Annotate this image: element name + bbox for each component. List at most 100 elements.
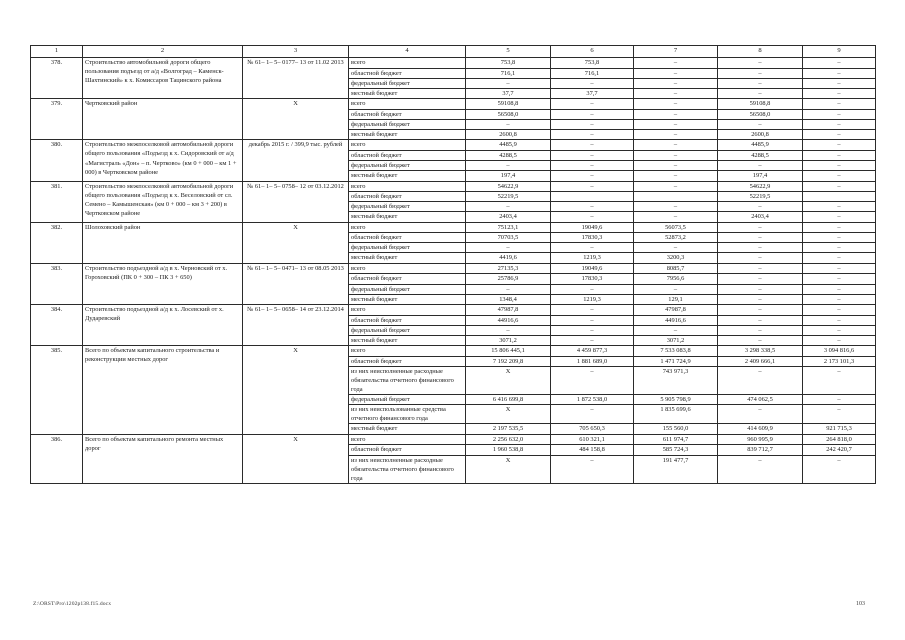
value-col-8: 59108,8 — [718, 99, 802, 110]
value-col-6: 753,8 — [551, 58, 633, 69]
value-col-9: – — [803, 394, 875, 406]
value-col-5-group: 75123,1 70703,5–4419,6 — [465, 221, 551, 264]
value-col-6: – — [551, 201, 633, 213]
value-col-6: – — [551, 150, 633, 161]
value-col-8-group: 59108,8 56508,0–2600,8 — [717, 98, 803, 141]
row-document-ref: X — [242, 98, 349, 141]
value-col-8: – — [718, 78, 802, 89]
budget-level-label: из них неиспользованные средства отчетно… — [349, 404, 465, 425]
value-col-5-group: 47987,8 44916,6–3071,2 — [465, 304, 551, 347]
value-col-5: 25786,9 — [466, 273, 550, 285]
value-col-5: 37,7 — [502, 89, 514, 97]
table-row: 378. Строительство автомобильной дороги о… — [30, 56, 876, 100]
value-col-6: – — [551, 284, 633, 295]
value-col-7: – — [634, 242, 717, 254]
value-col-6: – — [551, 182, 633, 193]
value-col-9: – — [803, 242, 875, 254]
row-document-ref: № 61– 1– 5– 0658– 14 от 23.12.2014 — [242, 304, 349, 347]
budget-level-label-group: всего областной бюджет федеральный бюджет м… — [348, 304, 466, 347]
value-col-7: – — [634, 78, 717, 89]
budget-level-label: местный бюджет — [351, 425, 398, 433]
column-header-1: 1 — [30, 45, 83, 58]
value-col-5: 2600,8 — [499, 130, 517, 138]
value-col-6: – — [551, 99, 633, 110]
budget-level-label: федеральный бюджет — [349, 325, 465, 336]
value-col-6-group: 610 321,1 484 158,8– — [550, 433, 634, 485]
value-col-8: 197,4 — [752, 172, 768, 180]
budget-level-label: местный бюджет — [351, 295, 398, 303]
budget-level-label: федеральный бюджет — [349, 242, 465, 254]
value-col-5: 2 256 632,0 — [466, 435, 550, 446]
value-col-5-group: 27135,3 25786,9–1348,4 — [465, 262, 551, 306]
value-col-5: 15 806 445,1 — [466, 346, 550, 357]
value-col-6: 705 650,3 — [579, 425, 605, 432]
budget-level-label: всего — [349, 140, 465, 151]
value-col-5: – — [466, 78, 550, 89]
row-number: 382. — [30, 221, 83, 264]
column-header-4: 4 — [348, 45, 466, 58]
value-col-8: – — [718, 119, 802, 130]
budget-level-label: федеральный бюджет — [349, 201, 465, 213]
value-col-5-group: 54622,9 52219,5–2403,4 — [465, 180, 551, 223]
value-col-7: – — [634, 68, 717, 79]
value-col-8: – — [718, 58, 802, 69]
value-col-9: – — [837, 213, 841, 221]
budget-level-label: из них неисполненные расходные обязатель… — [351, 456, 454, 482]
row-number: 384. — [30, 304, 83, 347]
value-col-9: – — [837, 172, 841, 180]
value-col-6 — [551, 191, 633, 203]
value-col-8: 56508,0 — [718, 109, 802, 120]
footer-file-path: Z:\ORST\Pro\1202p138.f15.docx — [33, 601, 112, 607]
value-col-5-group: 4485,9 4288,5–197,4 — [465, 139, 551, 182]
value-col-6: – — [551, 140, 633, 151]
row-document-ref: № 61– 1– 5– 0758– 12 от 03.12.2012 — [242, 180, 349, 223]
value-col-9: 264 818,0 — [803, 435, 875, 446]
budget-level-label: областной бюджет — [349, 109, 465, 120]
value-col-9-group: – – – — [802, 180, 876, 223]
value-col-9: – — [837, 336, 841, 344]
row-object-name: Строительство подъездной а/д к х. Лосевс… — [82, 304, 243, 347]
row-document-ref: декабрь 2015 г. / 399,9 тыс. рублей — [242, 139, 349, 182]
value-col-8-group: – – – – — [717, 304, 803, 347]
value-col-8: – — [718, 315, 802, 326]
value-col-5: 4485,9 — [466, 140, 550, 151]
value-col-8: – — [718, 284, 802, 295]
row-document-ref: X — [242, 221, 349, 264]
value-col-9: – — [803, 109, 875, 120]
value-col-8: – — [758, 295, 762, 303]
value-col-8: 2 409 666,1 — [718, 356, 802, 367]
value-col-5-group: 753,8 716,1–37,7 — [465, 56, 551, 100]
value-col-7: 743 971,3 — [634, 366, 717, 395]
budget-level-label: всего — [349, 58, 465, 69]
row-document-ref: X — [242, 433, 349, 485]
value-col-7-group: – – – – — [633, 56, 718, 100]
row-document-ref: № 61– 1– 5– 0177– 13 от 11.02 2013 — [242, 56, 349, 100]
budget-level-label: всего — [349, 182, 465, 193]
table-row: 384. Строительство подъездной а/д к х. Ло… — [30, 304, 876, 347]
value-col-9: – — [803, 264, 875, 275]
value-col-7: – — [634, 140, 717, 151]
value-col-8: – — [718, 366, 802, 395]
value-col-7: 7956,6 — [634, 273, 717, 285]
value-col-5: X — [466, 404, 550, 424]
value-col-8: – — [758, 336, 762, 344]
budget-level-label: областной бюджет — [349, 273, 465, 285]
budget-level-label: областной бюджет — [349, 150, 465, 161]
budget-level-label: областной бюджет — [349, 315, 465, 326]
value-col-8: 54622,9 — [718, 182, 802, 193]
value-col-8: 2403,4 — [751, 213, 769, 221]
value-col-6: – — [551, 160, 633, 172]
budget-level-label: всего — [349, 264, 465, 275]
value-col-6: 19049,6 — [551, 223, 633, 234]
value-col-6: 17830,3 — [551, 232, 633, 244]
row-number: 379. — [30, 98, 83, 141]
row-number: 378. — [30, 56, 83, 100]
value-col-8: 4485,9 — [718, 140, 802, 151]
value-col-5: – — [466, 201, 550, 213]
table-row: 380. Строительство межпоселковой автомоби… — [30, 139, 876, 182]
table-row: 385. Всего по объектам капитального строи… — [30, 345, 876, 435]
row-object-name: Чертковский район — [82, 98, 243, 141]
value-col-8: 414 609,9 — [747, 425, 773, 432]
value-col-7-group: 7 533 083,8 1 471 724,9 743 971,3 5 905 798… — [633, 345, 718, 435]
